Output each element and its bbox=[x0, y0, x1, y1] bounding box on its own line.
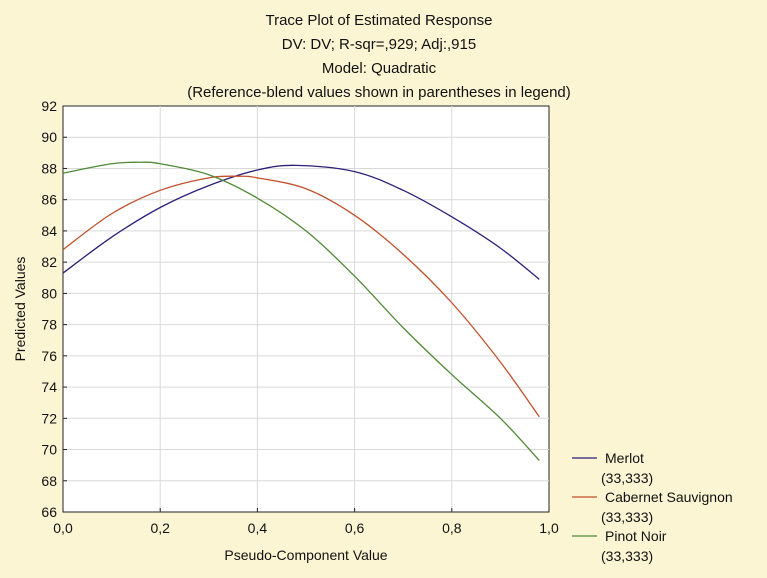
y-tick-label: 72 bbox=[41, 410, 57, 426]
y-tick-label: 88 bbox=[41, 160, 57, 176]
x-axis-label: Pseudo-Component Value bbox=[224, 547, 387, 563]
legend-reference-pinot-noir: (33,333) bbox=[601, 548, 653, 564]
chart-title-line-3: Model: Quadratic bbox=[322, 60, 437, 77]
y-tick-label: 92 bbox=[41, 98, 57, 114]
series-line-pinot-noir bbox=[62, 161, 540, 461]
y-axis-label: Predicted Values bbox=[12, 257, 28, 362]
x-tick-label: 0,8 bbox=[442, 520, 462, 536]
y-tick-label: 82 bbox=[41, 254, 57, 270]
y-tick-label: 84 bbox=[41, 223, 57, 239]
y-tick-label: 90 bbox=[41, 129, 57, 145]
legend-reference-merlot: (33,333) bbox=[601, 470, 653, 486]
y-axis-ticks: 66 68 70 72 74 76 78 80 82 84 86 88 90 92 bbox=[41, 98, 67, 520]
chart-title-group: Trace Plot of Estimated Response DV: DV;… bbox=[187, 12, 571, 101]
x-tick-label: 0,0 bbox=[53, 520, 73, 536]
y-tick-label: 70 bbox=[41, 442, 57, 458]
y-tick-label: 74 bbox=[41, 379, 57, 395]
y-tick-label: 80 bbox=[41, 285, 57, 301]
y-tick-label: 78 bbox=[41, 317, 57, 333]
y-tick-label: 66 bbox=[41, 504, 57, 520]
chart-title-line-1: Trace Plot of Estimated Response bbox=[265, 12, 492, 29]
plot-area bbox=[62, 105, 550, 513]
series-line-cabernet-sauvignon bbox=[62, 175, 540, 418]
x-tick-label: 0,6 bbox=[345, 520, 365, 536]
series-line-merlot bbox=[62, 164, 540, 280]
y-tick-label: 86 bbox=[41, 192, 57, 208]
x-axis-ticks: 0,0 0,2 0,4 0,6 0,8 1,0 bbox=[53, 508, 559, 536]
legend: Merlot (33,333) Cabernet Sauvignon (33,333)… bbox=[572, 450, 733, 564]
legend-reference-cabernet-sauvignon: (33,333) bbox=[601, 509, 653, 525]
y-tick-label: 68 bbox=[41, 473, 57, 489]
x-tick-label: 1,0 bbox=[539, 520, 559, 536]
x-tick-label: 0,4 bbox=[248, 520, 268, 536]
legend-label-pinot-noir: Pinot Noir bbox=[605, 528, 667, 544]
y-tick-label: 76 bbox=[41, 348, 57, 364]
chart-title-line-4: (Reference-blend values shown in parenth… bbox=[187, 84, 571, 101]
legend-label-merlot: Merlot bbox=[605, 450, 644, 466]
series-lines bbox=[62, 161, 540, 461]
x-tick-label: 0,2 bbox=[150, 520, 170, 536]
legend-label-cabernet-sauvignon: Cabernet Sauvignon bbox=[605, 489, 733, 505]
chart-title-line-2: DV: DV; R-sqr=,929; Adj:,915 bbox=[282, 36, 476, 53]
